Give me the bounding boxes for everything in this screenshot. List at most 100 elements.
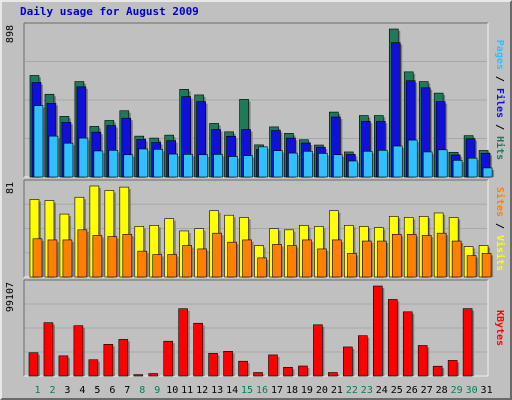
day-label-11: 11	[181, 385, 193, 396]
bar-kbytes-day-8	[133, 374, 144, 377]
day-label-15: 15	[241, 385, 253, 396]
bar-sites-day-11	[182, 245, 192, 278]
bar-pages-day-22	[348, 160, 358, 178]
bar-pages-day-15	[243, 155, 253, 178]
bar-sites-day-8	[137, 250, 148, 278]
day-label-1: 1	[34, 385, 40, 396]
day-label-9: 9	[154, 385, 160, 396]
bar-pages-day-28	[437, 149, 448, 178]
legend-3: KBytes	[494, 310, 505, 346]
bar-pages-day-31	[482, 167, 493, 178]
bar-pages-day-19	[303, 150, 313, 178]
bar-pages-day-9	[153, 149, 164, 178]
bar-sites-day-25	[391, 234, 402, 278]
bar-kbytes-day-20	[313, 324, 323, 377]
day-label-22: 22	[346, 385, 358, 396]
bar-pages-day-7	[123, 154, 134, 178]
bar-kbytes-day-17	[268, 354, 278, 377]
bar-sites-day-23	[362, 240, 372, 278]
bar-sites-day-16	[257, 257, 267, 278]
bar-kbytes-day-7	[118, 339, 129, 377]
legend-visits: Visits	[494, 235, 506, 271]
bar-sites-day-1	[32, 238, 43, 278]
day-label-10: 10	[166, 385, 178, 396]
bar-pages-day-21	[333, 154, 343, 178]
bar-kbytes-day-2	[43, 322, 54, 377]
bar-pages-day-8	[138, 148, 149, 178]
panel-3-max-label: 99107	[5, 282, 16, 312]
bar-sites-day-28	[436, 232, 447, 278]
day-label-25: 25	[391, 385, 403, 396]
legend-2: Sites / Visits	[494, 187, 506, 271]
day-label-4: 4	[79, 385, 85, 396]
bar-kbytes-day-30	[462, 308, 473, 377]
day-label-20: 20	[316, 385, 328, 396]
bar-kbytes-day-26	[402, 311, 413, 377]
bar-sites-day-9	[152, 254, 163, 278]
day-label-18: 18	[286, 385, 298, 396]
day-label-6: 6	[109, 385, 115, 396]
day-label-21: 21	[331, 385, 343, 396]
bar-sites-day-6	[107, 236, 118, 278]
bar-kbytes-day-6	[103, 344, 114, 377]
bar-sites-day-29	[451, 240, 462, 278]
bar-pages-day-27	[422, 151, 433, 178]
bar-sites-day-19	[302, 239, 312, 278]
bar-pages-day-11	[183, 154, 193, 178]
legend-sites: Sites	[494, 187, 506, 217]
day-label-29: 29	[451, 385, 463, 396]
bar-sites-day-10	[167, 254, 178, 278]
bar-pages-day-24	[377, 150, 388, 178]
day-label-27: 27	[421, 385, 433, 396]
day-label-2: 2	[49, 385, 55, 396]
bar-kbytes-day-5	[88, 359, 99, 377]
bar-kbytes-day-23	[358, 335, 368, 377]
bar-kbytes-day-16	[253, 372, 263, 377]
bar-kbytes-day-15	[238, 360, 248, 377]
bar-sites-day-14	[227, 241, 237, 278]
bar-pages-day-26	[407, 139, 418, 178]
bar-kbytes-day-18	[283, 366, 293, 377]
bar-pages-day-4	[78, 137, 89, 178]
bar-pages-day-23	[363, 150, 373, 178]
day-label-12: 12	[196, 385, 208, 396]
bar-kbytes-day-9	[148, 373, 159, 377]
day-label-13: 13	[211, 385, 223, 396]
day-label-26: 26	[406, 385, 418, 396]
bar-sites-day-2	[47, 239, 58, 278]
bar-kbytes-day-10	[163, 340, 174, 377]
bar-sites-day-18	[287, 245, 297, 278]
bar-sites-day-22	[347, 253, 357, 278]
bar-pages-day-20	[318, 153, 328, 178]
legend-pages: Pages	[494, 40, 505, 70]
bar-kbytes-day-13	[208, 352, 218, 377]
bar-sites-day-17	[272, 244, 282, 278]
bar-sites-day-27	[421, 235, 432, 278]
panel-2-max-label: 81	[5, 182, 16, 194]
legend-kbytes: KBytes	[494, 310, 505, 346]
bar-kbytes-day-11	[178, 308, 188, 377]
day-label-28: 28	[436, 385, 448, 396]
bar-kbytes-day-14	[223, 350, 233, 377]
legend-hits: Hits	[494, 136, 506, 160]
chart-title: Daily usage for August 2009	[20, 5, 199, 18]
bar-sites-day-31	[481, 253, 492, 278]
bar-sites-day-12	[197, 248, 207, 278]
bar-pages-day-2	[48, 135, 59, 178]
bar-kbytes-day-21	[328, 372, 338, 377]
bar-sites-day-15	[242, 239, 252, 278]
bar-sites-day-13	[212, 232, 222, 278]
bar-kbytes-day-24	[372, 285, 383, 377]
day-label-24: 24	[376, 385, 388, 396]
bar-pages-day-3	[63, 142, 74, 178]
day-label-8: 8	[139, 385, 145, 396]
day-label-19: 19	[301, 385, 313, 396]
day-label-16: 16	[256, 385, 268, 396]
bar-sites-day-26	[406, 234, 417, 278]
bar-kbytes-day-25	[387, 299, 398, 377]
bar-pages-day-13	[213, 154, 223, 178]
bar-pages-day-18	[288, 152, 298, 178]
bar-pages-day-16	[258, 146, 268, 178]
bar-kbytes-day-1	[28, 352, 39, 377]
bar-sites-day-30	[466, 255, 477, 278]
